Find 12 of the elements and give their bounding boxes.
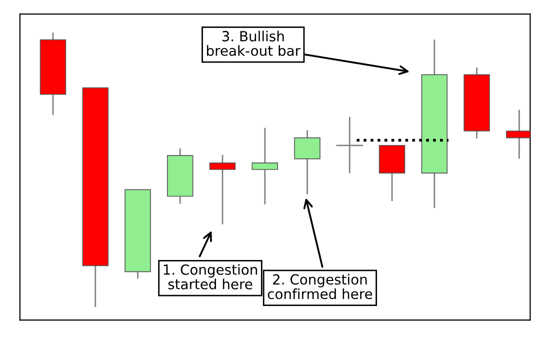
candlestick — [82, 87, 109, 308]
annotation: 1. Congestion started here — [164, 264, 258, 290]
candlestick — [124, 189, 151, 279]
candlestick — [336, 116, 364, 174]
annotation: 2. Congestion confirmed here — [268, 274, 372, 300]
candlestick — [252, 128, 278, 204]
candlestick — [294, 130, 320, 194]
annotation: 3. Bullish break-out bar — [206, 30, 301, 56]
candlestick — [464, 67, 490, 139]
candlestick — [378, 145, 406, 202]
candlestick — [421, 40, 448, 208]
candlestick — [167, 148, 194, 204]
